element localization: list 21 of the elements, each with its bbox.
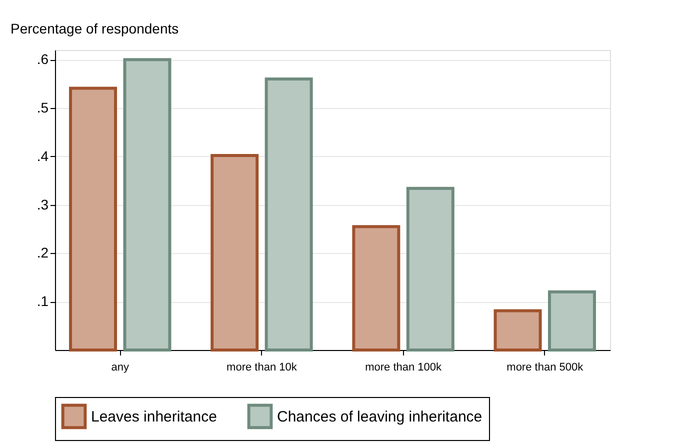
bar (548, 290, 596, 352)
y-tick-label: .4 (36, 148, 49, 164)
bar (406, 186, 454, 352)
y-tick-label: .3 (36, 196, 49, 212)
y-tick-label: .5 (36, 100, 49, 116)
bar (494, 309, 542, 352)
x-tick-label: more than 500k (506, 362, 584, 374)
bar (264, 78, 313, 352)
y-axis-title: Percentage of respondents (10, 20, 179, 36)
bar (123, 58, 172, 352)
bar (352, 225, 400, 352)
x-tick-label: any (111, 362, 130, 374)
bar (210, 154, 259, 352)
legend-label: Leaves inheritance (91, 408, 217, 426)
x-tick-label: more than 100k (365, 362, 442, 374)
y-tick-label: .1 (36, 293, 49, 310)
bar (69, 86, 118, 352)
y-tick-label: .6 (36, 51, 49, 68)
x-tick-label: more than 10k (226, 362, 298, 374)
legend-label: Chances of leaving inheritance (277, 408, 482, 426)
y-tick-label: .2 (36, 244, 49, 261)
